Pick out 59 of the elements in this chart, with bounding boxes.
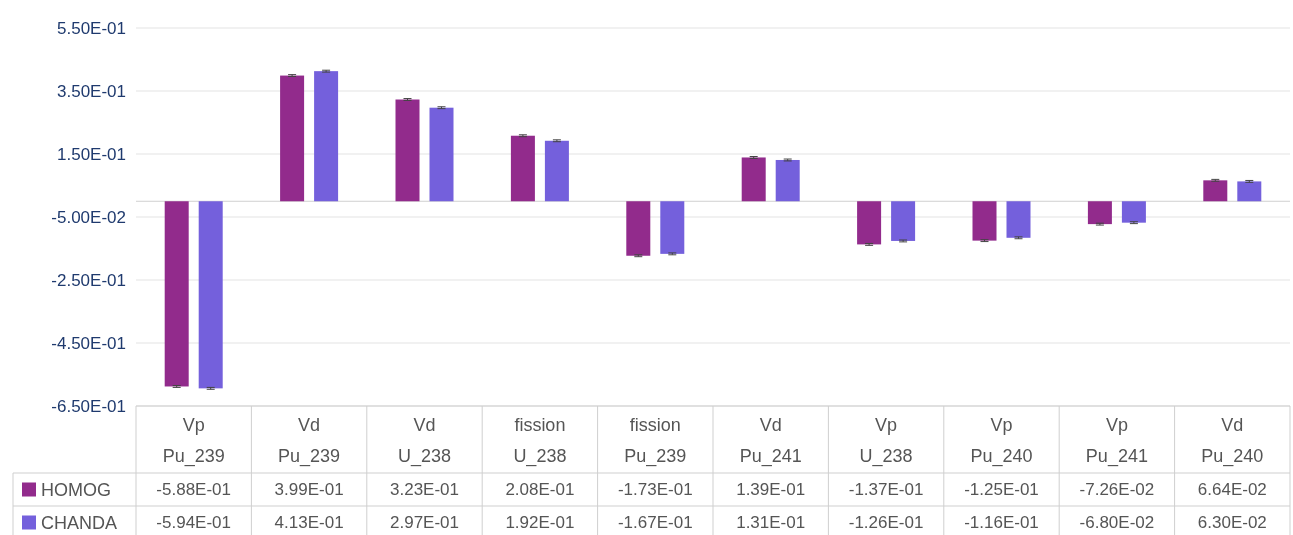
bar xyxy=(891,201,916,241)
data-label: 3.23E-01 xyxy=(390,480,459,500)
bar xyxy=(1006,201,1031,238)
bar xyxy=(1237,181,1262,202)
bar xyxy=(626,201,651,256)
x-tick-label: Vd U_238 xyxy=(397,415,452,467)
bar xyxy=(1121,201,1146,223)
bar xyxy=(164,201,189,387)
data-label: -1.16E-01 xyxy=(964,513,1039,533)
x-tick-label: Vp Pu_239 xyxy=(162,415,225,467)
data-label: 6.64E-02 xyxy=(1197,480,1267,500)
y-tick-label: 5.50E-01 xyxy=(57,18,126,38)
legend-label: CHANDA xyxy=(41,512,118,533)
data-label: 6.30E-02 xyxy=(1197,513,1267,533)
x-tick-label: Vd Pu_241 xyxy=(739,415,802,467)
bar xyxy=(395,99,420,202)
data-label: 1.31E-01 xyxy=(736,513,806,533)
data-label: 4.13E-01 xyxy=(274,513,344,533)
y-tick-label: -5.00E-02 xyxy=(51,207,126,227)
data-label: 2.08E-01 xyxy=(505,480,575,500)
data-label: -1.67E-01 xyxy=(617,513,693,533)
data-label: 1.92E-01 xyxy=(505,513,575,533)
data-label: -1.26E-01 xyxy=(848,513,924,533)
data-label: -1.37E-01 xyxy=(848,480,924,500)
bar xyxy=(972,201,997,241)
bar xyxy=(857,201,882,245)
data-label: -5.88E-01 xyxy=(156,480,232,500)
y-tick-label: -2.50E-01 xyxy=(51,270,126,290)
data-label: 3.99E-01 xyxy=(274,480,344,500)
y-tick-label: 3.50E-01 xyxy=(57,81,126,101)
bar xyxy=(314,71,339,202)
data-label: 2.97E-01 xyxy=(390,513,459,533)
data-label: -6.80E-02 xyxy=(1079,513,1155,533)
bar xyxy=(429,107,454,202)
data-label: -1.73E-01 xyxy=(617,480,693,500)
bar xyxy=(775,159,800,202)
x-tick-label: Vp U_238 xyxy=(859,415,913,467)
x-tick-label: Vp Pu_240 xyxy=(970,415,1033,467)
legend-label: HOMOG xyxy=(41,479,111,500)
bar xyxy=(280,75,305,202)
x-tick-label: Vd Pu_240 xyxy=(1201,415,1264,467)
data-label: -5.94E-01 xyxy=(156,513,232,533)
x-tick-label: Vd Pu_239 xyxy=(278,415,341,467)
bar xyxy=(544,140,569,202)
y-tick-label: -4.50E-01 xyxy=(51,333,126,353)
bar xyxy=(660,201,685,254)
data-label: 1.39E-01 xyxy=(736,480,806,500)
bar xyxy=(1203,180,1228,202)
data-label: -7.26E-02 xyxy=(1079,480,1155,500)
bar xyxy=(741,157,766,202)
y-tick-label: -6.50E-01 xyxy=(51,396,126,416)
data-label: -1.25E-01 xyxy=(964,480,1039,500)
bar xyxy=(510,135,535,202)
x-tick-label: fission U_238 xyxy=(513,415,567,467)
bar xyxy=(1087,201,1112,225)
x-tick-label: fission Pu_239 xyxy=(624,415,687,467)
y-tick-label: 1.50E-01 xyxy=(57,144,126,164)
x-tick-label: Vp Pu_241 xyxy=(1085,415,1148,467)
bar xyxy=(198,201,223,389)
